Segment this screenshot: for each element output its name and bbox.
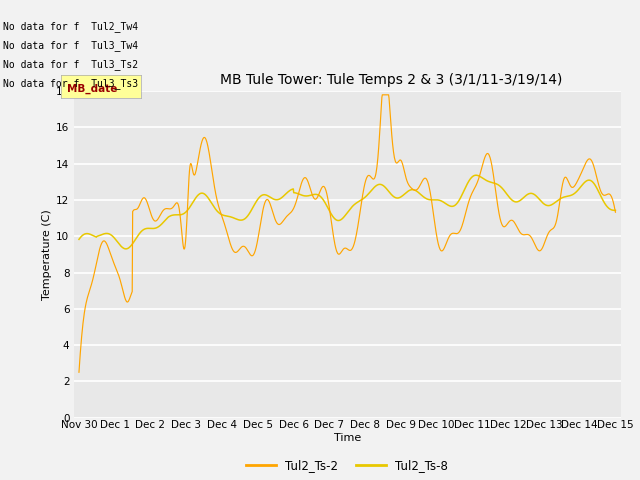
Text: No data for f  Tul3_Ts3: No data for f Tul3_Ts3 [3,78,138,89]
Title: MB Tule Tower: Tule Temps 2 & 3 (3/1/11-3/19/14): MB Tule Tower: Tule Temps 2 & 3 (3/1/11-… [220,73,562,87]
Text: No data for f  Tul2_Tw4: No data for f Tul2_Tw4 [3,21,138,32]
Legend: Tul2_Ts-2, Tul2_Ts-8: Tul2_Ts-2, Tul2_Ts-8 [242,455,452,477]
Text: No data for f  Tul3_Tw4: No data for f Tul3_Tw4 [3,40,138,51]
X-axis label: Time: Time [333,433,361,443]
Text: No data for f  Tul3_Ts2: No data for f Tul3_Ts2 [3,59,138,70]
Y-axis label: Temperature (C): Temperature (C) [42,209,52,300]
Text: MB_date: MB_date [67,84,118,95]
